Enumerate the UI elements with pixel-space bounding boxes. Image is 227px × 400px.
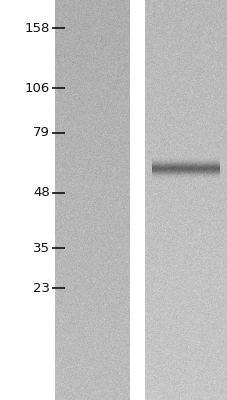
Text: 35: 35 <box>33 242 50 254</box>
Text: 48: 48 <box>33 186 50 200</box>
Text: 106: 106 <box>25 82 50 94</box>
Text: 158: 158 <box>25 22 50 34</box>
Text: 23: 23 <box>33 282 50 294</box>
Text: 79: 79 <box>33 126 50 140</box>
